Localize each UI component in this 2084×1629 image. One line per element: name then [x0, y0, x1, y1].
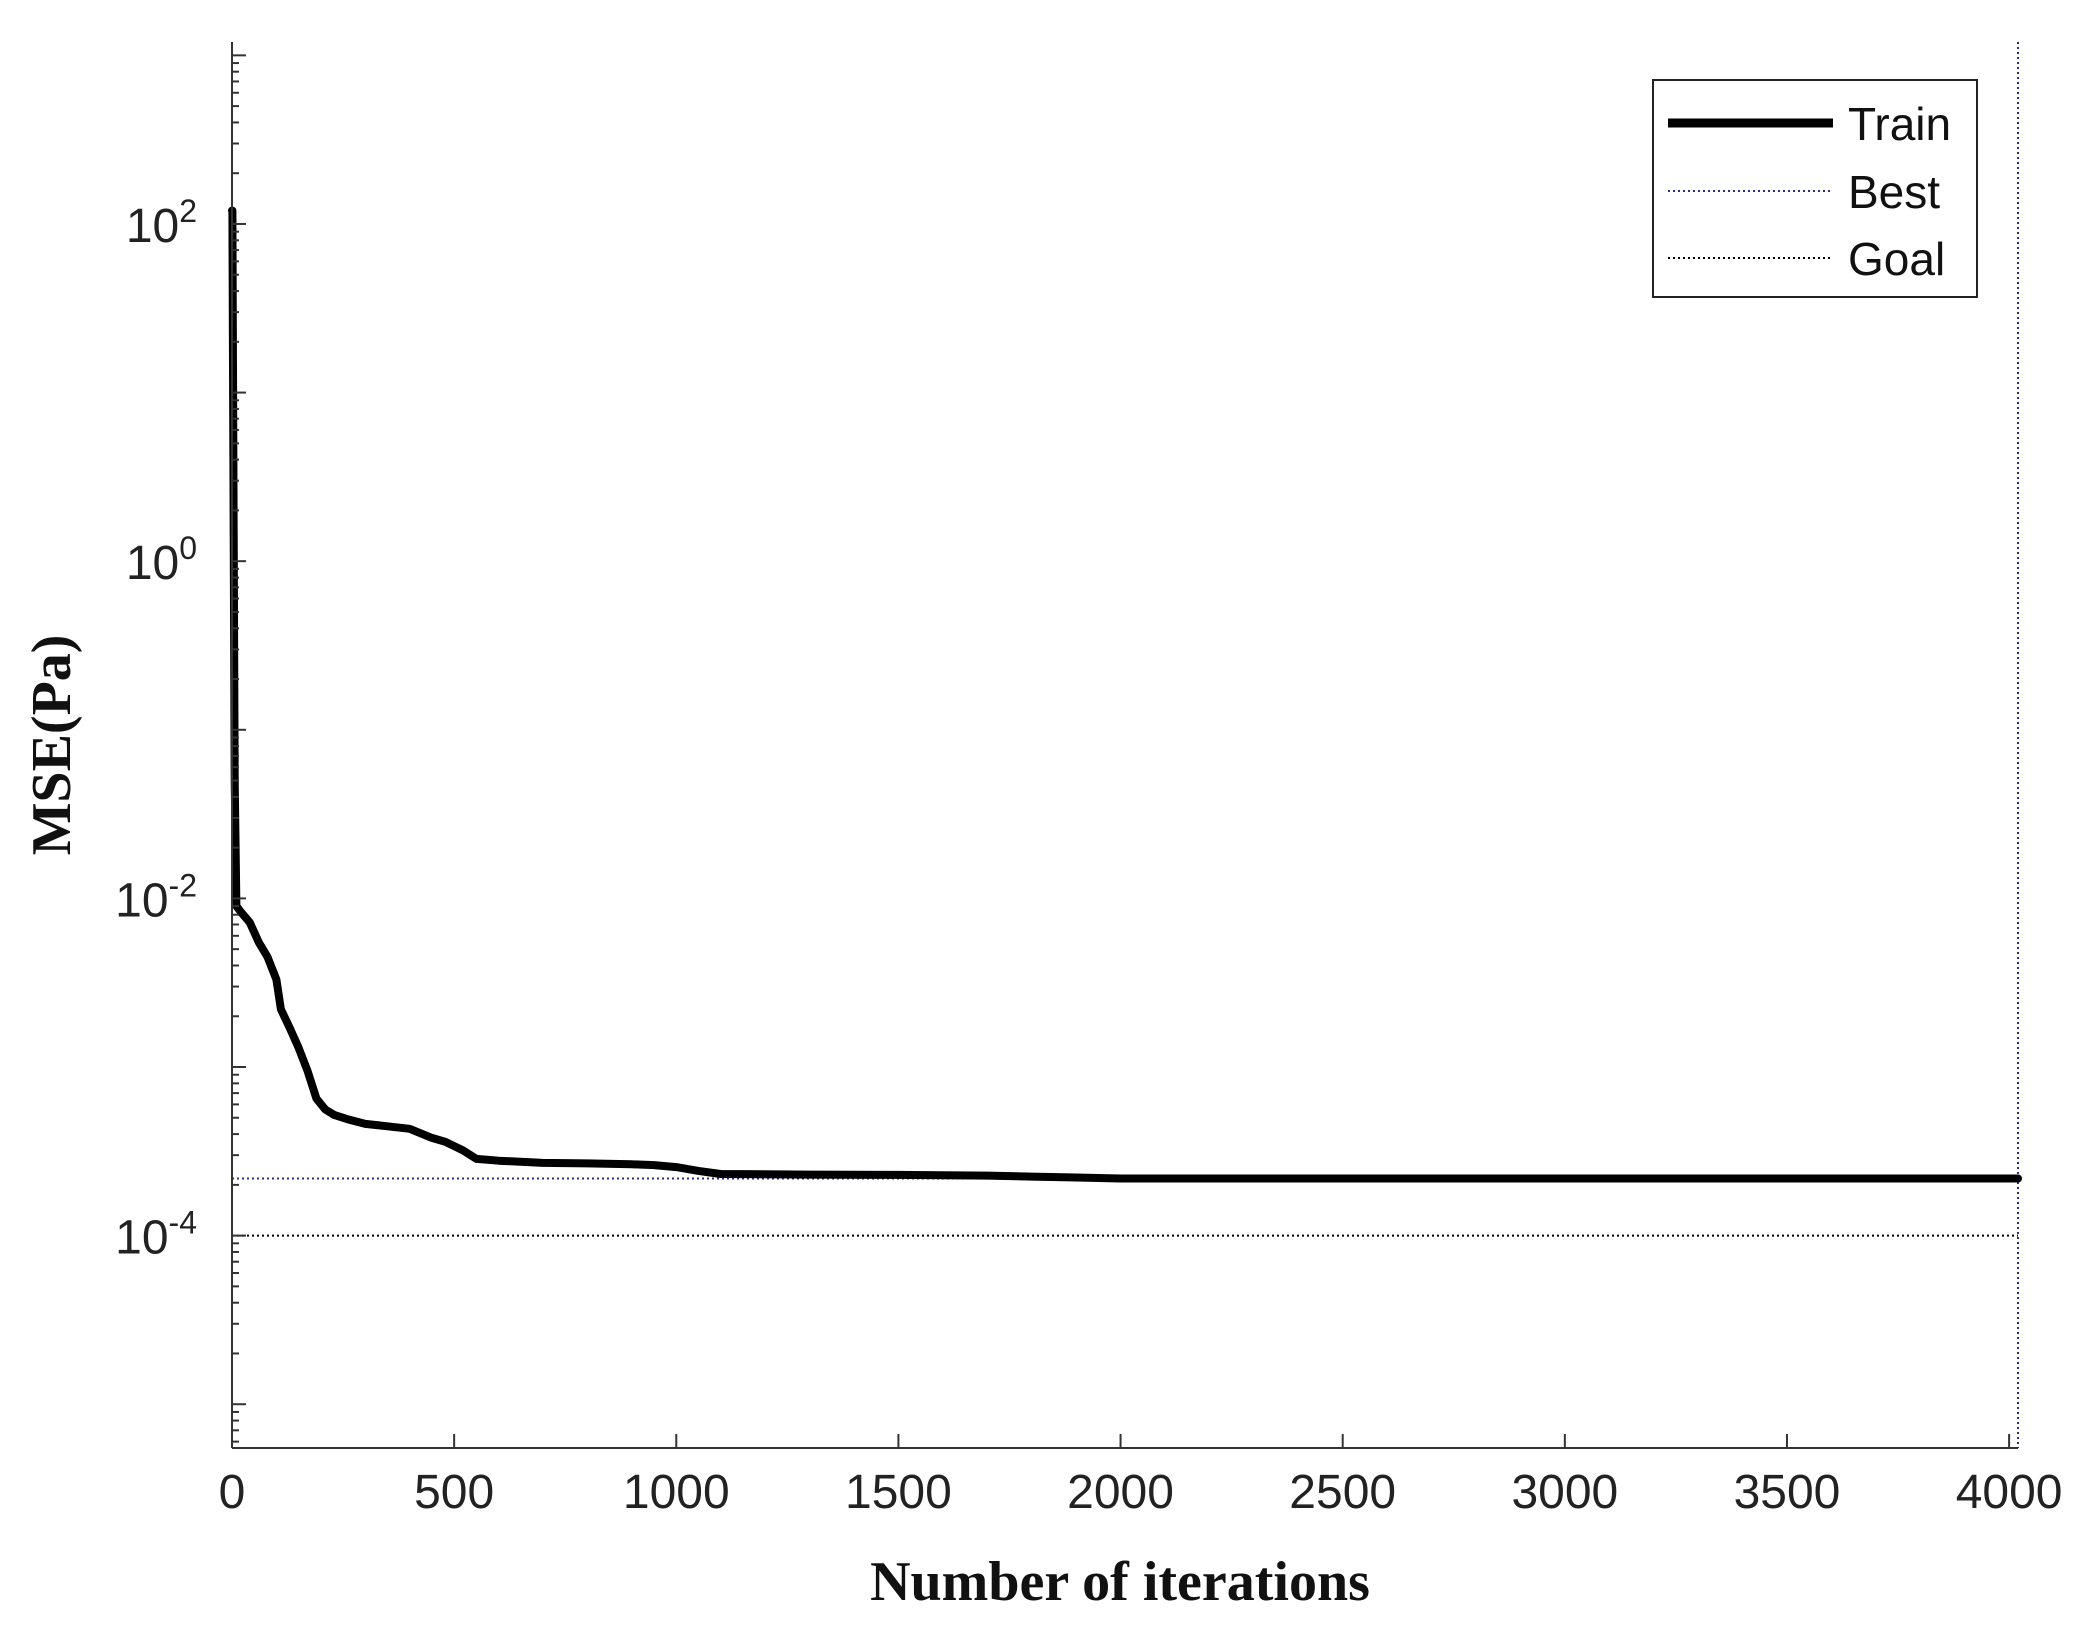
y-tick-exponent: 0 [179, 530, 197, 566]
legend: Train Best Goal [1652, 79, 1978, 298]
y-tick-exponent: -2 [169, 867, 197, 903]
y-tick-base: 10 [115, 1212, 168, 1265]
x-axis-title: Number of iterations [870, 1551, 1370, 1613]
y-tick-base: 10 [126, 537, 179, 590]
reference-lines [232, 42, 2019, 1448]
y-tick-label: 100 [126, 530, 197, 590]
x-tick-label: 4000 [1956, 1466, 2063, 1519]
x-tick-label: 1500 [845, 1466, 952, 1519]
y-axis-title: MSE(Pa) [21, 635, 83, 856]
train-series-line [228, 206, 2022, 1183]
x-tick-label: 2500 [1289, 1466, 1396, 1519]
y-tick-label: 10-4 [115, 1205, 197, 1265]
legend-box [1652, 79, 1978, 298]
y-tick-base: 10 [115, 874, 168, 927]
x-tick-label: 1000 [623, 1466, 730, 1519]
legend-best-label: Best [1848, 166, 1940, 218]
y-tick-exponent: -4 [169, 1205, 197, 1241]
x-axis-ticks: 0 500 1000 1500 2000 2500 3000 3500 4000 [219, 1434, 2063, 1519]
y-tick-exponent: 2 [179, 193, 197, 229]
x-tick-label: 2000 [1067, 1466, 1174, 1519]
legend-train-label: Train [1848, 98, 1951, 150]
x-tick-label: 3500 [1734, 1466, 1841, 1519]
y-tick-label: 102 [126, 193, 197, 253]
y-tick-label: 10-2 [115, 867, 197, 927]
legend-goal-label: Goal [1848, 233, 1945, 285]
x-tick-label: 500 [414, 1466, 494, 1519]
axes [231, 42, 2018, 1449]
x-tick-label: 3000 [1511, 1466, 1618, 1519]
series-layer [228, 206, 2022, 1183]
x-tick-label: 0 [219, 1466, 246, 1519]
y-tick-base: 10 [126, 200, 179, 253]
